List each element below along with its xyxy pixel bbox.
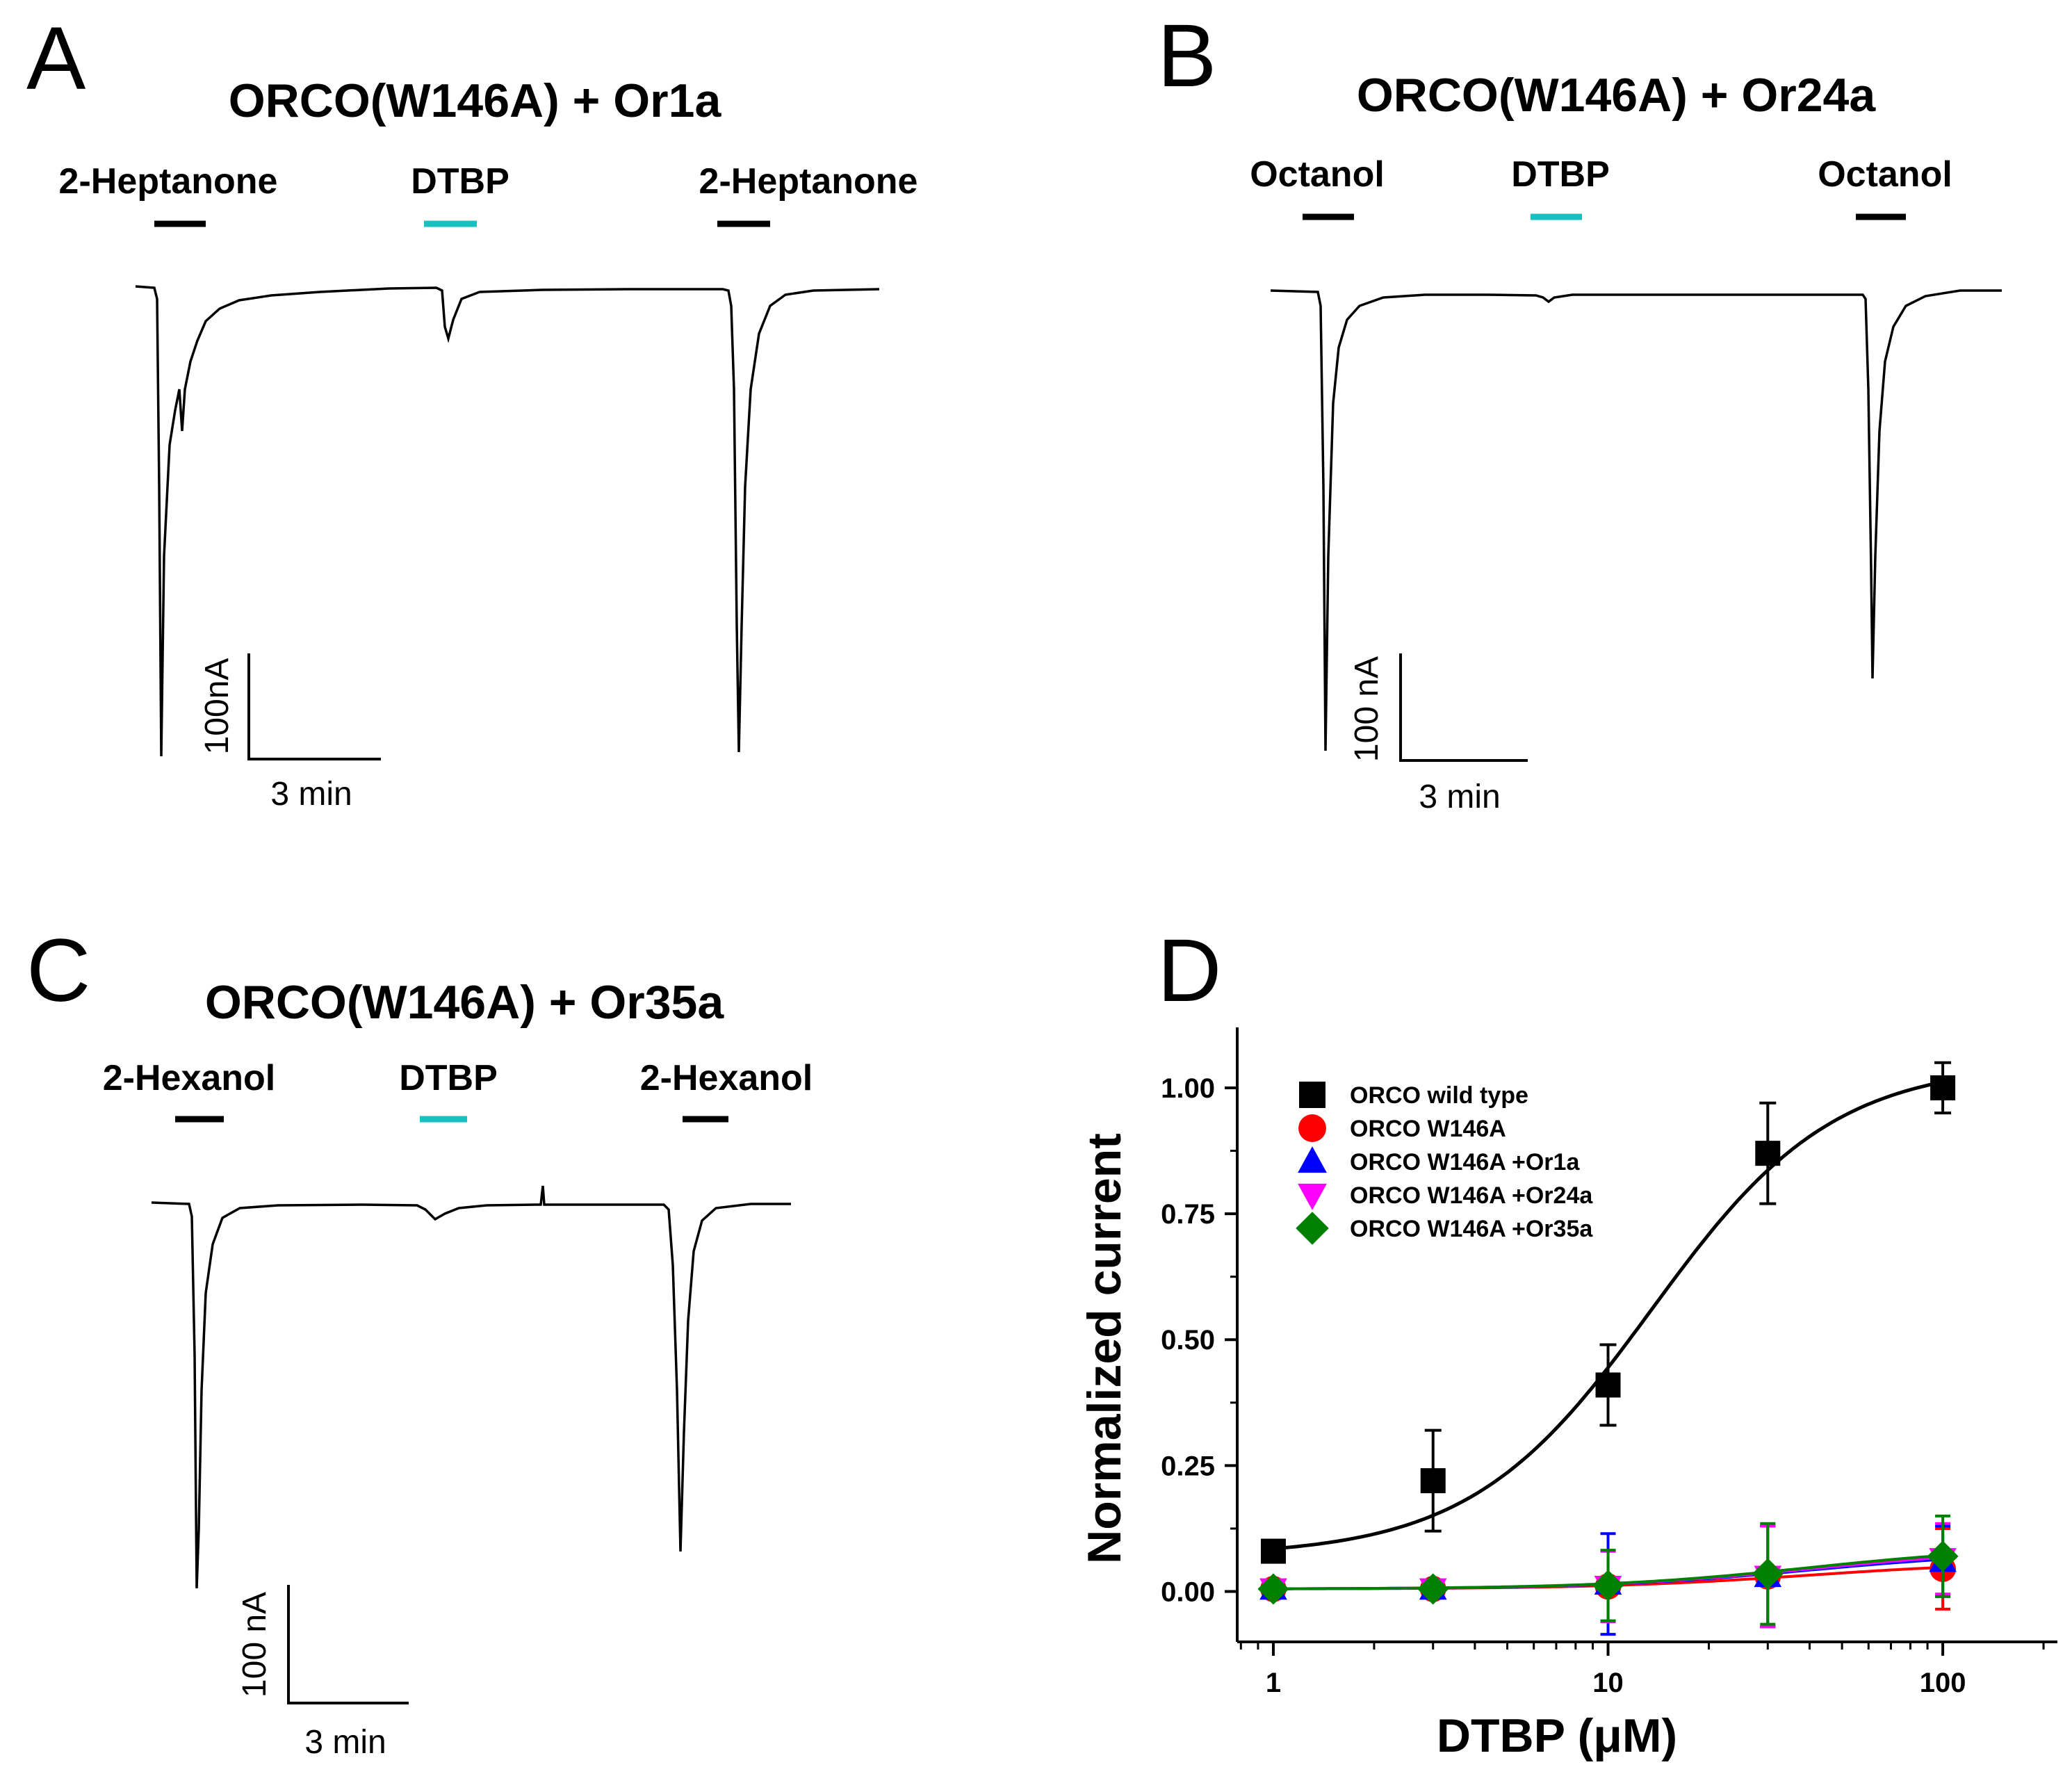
x-tick-label: 100 [1920, 1668, 1966, 1698]
data-point [1260, 1538, 1286, 1564]
data-point [1752, 1558, 1784, 1590]
legend-marker-2 [1298, 1114, 1326, 1142]
data-point [1592, 1570, 1624, 1602]
data-point [1420, 1468, 1446, 1494]
panel-b-current-trace [1270, 289, 2002, 751]
panel-c: C ORCO(W146A) + Or35a 2-Hexanol DTBP 2-H… [26, 921, 813, 1761]
panel-a-scale-time: 3 min [270, 776, 352, 813]
panel-c-current-trace [151, 1185, 791, 1589]
panel-c-stimulus-3-label: 2-Hexanol [640, 1058, 813, 1098]
legend-marker-1 [1299, 1082, 1325, 1108]
panel-c-stimulus-2-label: DTBP [399, 1058, 498, 1098]
data-point [1930, 1075, 1956, 1100]
panel-c-letter: C [26, 921, 90, 1020]
legend-label-5: ORCO W146A +Or35a [1350, 1216, 1593, 1242]
panel-a-current-trace [135, 285, 880, 757]
series-5 [1257, 1514, 1959, 1626]
legend-label-4: ORCO W146A +Or24a [1350, 1182, 1593, 1209]
legend-label-1: ORCO wild type [1350, 1082, 1528, 1109]
panel-d-letter: D [1157, 921, 1221, 1020]
panel-a-stimulus-1-label: 2-Heptanone [59, 161, 278, 202]
panel-c-scale-current: 100 nA [236, 1592, 273, 1697]
panel-b: B ORCO(W146A) + Or24a Octanol DTBP Octan… [1157, 6, 2002, 815]
panel-a-stimulus-3-label: 2-Heptanone [699, 161, 918, 202]
y-tick-label: 1.00 [1161, 1073, 1215, 1104]
x-tick-label: 1 [1266, 1668, 1281, 1698]
panel-a-scale-bar [247, 653, 381, 760]
legend-label-2: ORCO W146A [1350, 1116, 1506, 1142]
legend-marker-4 [1298, 1183, 1327, 1210]
panel-b-scale-current: 100 nA [1348, 656, 1385, 762]
x-axis-label: DTBP (μM) [1437, 1709, 1677, 1762]
data-point [1417, 1573, 1449, 1605]
y-tick-label: 0.50 [1161, 1325, 1215, 1355]
panel-c-scale-time: 3 min [304, 1724, 386, 1761]
panel-a-title: ORCO(W146A) + Or1a [229, 74, 722, 127]
panel-b-stimulus-2-label: DTBP [1511, 154, 1610, 195]
panel-b-stimulus-3-label: Octanol [1818, 154, 1952, 195]
panel-b-title: ORCO(W146A) + Or24a [1357, 69, 1877, 122]
panel-d: D 0.00 0.25 0.50 0.75 1.00 1 10 100 DTBP (μM) Nor… [1078, 921, 2057, 1762]
panel-b-letter: B [1157, 6, 1216, 106]
legend-label-3: ORCO W146A +Or1a [1350, 1149, 1580, 1175]
series-1 [1260, 1061, 1956, 1564]
panel-a-stimulus-2-label: DTBP [411, 161, 509, 202]
y-tick-label: 0.00 [1161, 1577, 1215, 1608]
data-point [1257, 1573, 1289, 1605]
legend: ORCO wild type ORCO W146A ORCO W146A +Or1a… [1296, 1082, 1593, 1245]
legend-marker-5 [1296, 1212, 1329, 1245]
panel-a-letter: A [26, 9, 86, 108]
panel-b-scale-time: 3 min [1419, 779, 1500, 815]
data-point [1927, 1540, 1959, 1572]
panel-b-stimulus-1-label: Octanol [1250, 154, 1385, 195]
x-tick-label: 10 [1592, 1668, 1624, 1698]
panel-c-scale-bar [287, 1585, 409, 1704]
data-point [1755, 1141, 1781, 1166]
legend-marker-3 [1298, 1146, 1327, 1173]
panel-c-title: ORCO(W146A) + Or35a [205, 976, 725, 1029]
data-point [1595, 1372, 1621, 1398]
y-tick-label: 0.25 [1161, 1451, 1215, 1481]
panel-b-scale-bar [1399, 653, 1528, 762]
panel-c-stimulus-1-label: 2-Hexanol [103, 1058, 276, 1098]
y-axis-label: Normalized current [1078, 1133, 1131, 1564]
dose-response-chart: 0.00 0.25 0.50 0.75 1.00 1 10 100 DTBP (μM) Norma… [1078, 1027, 2057, 1762]
y-tick-label: 0.75 [1161, 1199, 1215, 1230]
panel-a-scale-current: 100nA [199, 658, 236, 755]
panel-a: A ORCO(W146A) + Or1a 2-Heptanone DTBP 2-… [26, 9, 917, 813]
